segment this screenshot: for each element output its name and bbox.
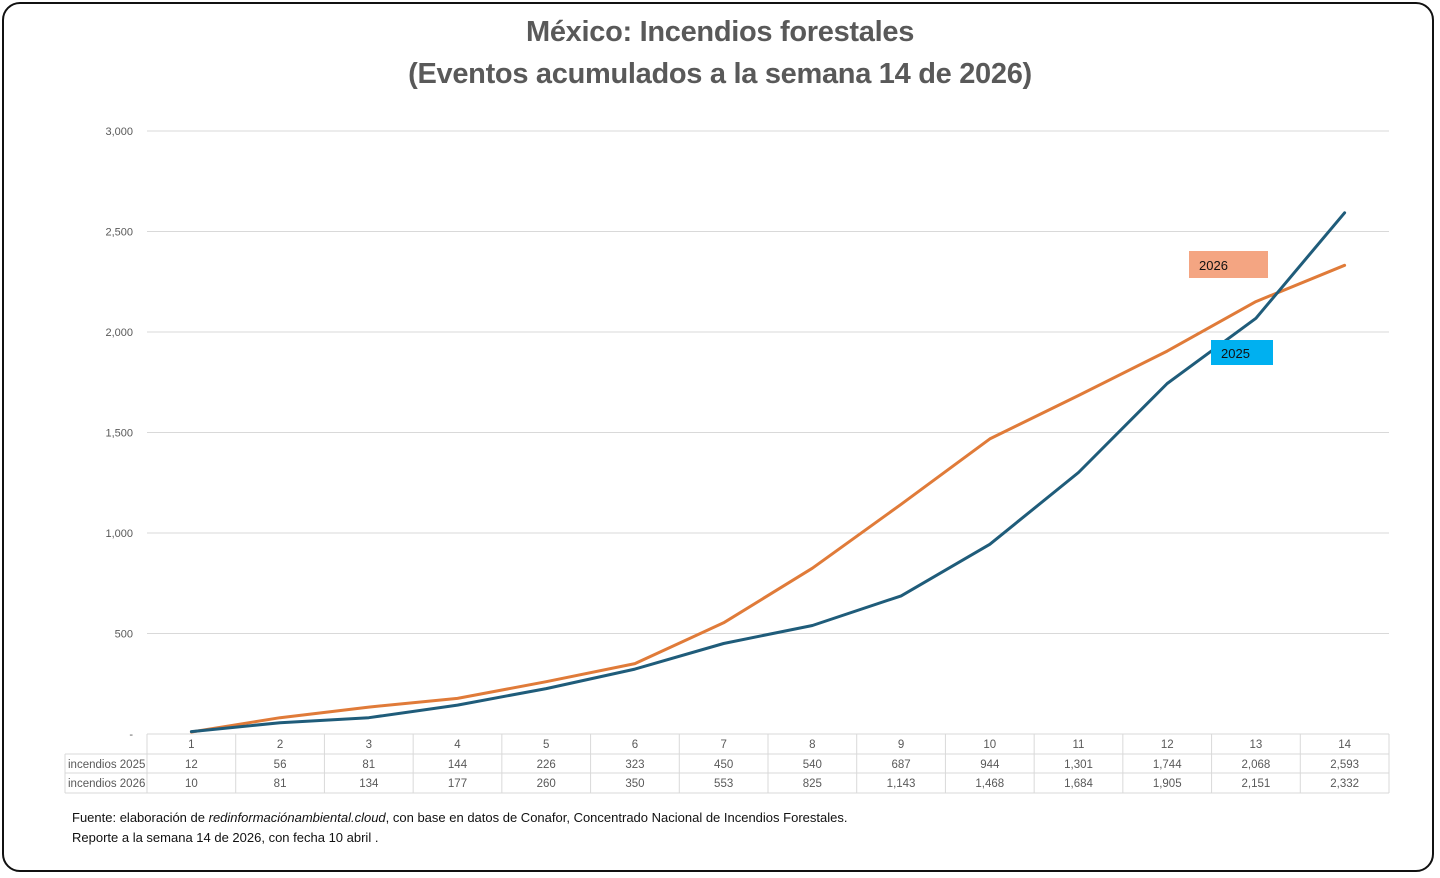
table-cell: 260 [537,778,556,790]
x-category-label: 13 [1250,739,1263,751]
y-tick-label: 500 [115,629,133,641]
y-tick-label: 2,000 [105,327,133,339]
x-category-label: 2 [277,739,283,751]
table-cell: 1,744 [1153,759,1182,771]
table-cell: 56 [274,759,287,771]
x-category-label: 8 [809,739,815,751]
series-label-box-2026 [1189,251,1268,278]
table-row-label: incendios 2026 [68,778,145,790]
source-note: Fuente: elaboración de redinformaciónamb… [72,808,847,848]
y-tick-label: 1,000 [105,528,133,540]
series-line-2025 [189,211,1347,734]
source-prefix: Fuente: elaboración de [72,810,209,825]
table-cell: 687 [891,759,910,771]
x-category-label: 14 [1338,739,1351,751]
table-cell: 10 [185,778,198,790]
series-label-2025: 2025 [1221,346,1250,361]
table-row-label: incendios 2025 [68,759,145,771]
table-cell: 2,151 [1242,778,1271,790]
series-line-2026 [189,263,1347,734]
table-cell: 1,143 [887,778,916,790]
table-cell: 944 [980,759,1000,771]
y-tick-label: 1,500 [105,428,133,440]
y-tick-label: - [129,729,133,741]
x-category-label: 9 [898,739,904,751]
y-tick-label: 2,500 [105,227,133,239]
table-cell: 177 [448,778,467,790]
table-cell: 81 [362,759,375,771]
table-cell: 1,684 [1064,778,1093,790]
y-tick-label: 3,000 [105,126,133,138]
table-cell: 540 [803,759,822,771]
source-line-1: Fuente: elaboración de redinformaciónamb… [72,808,847,828]
table-cell: 144 [448,759,468,771]
source-line-2: Reporte a la semana 14 de 2026, con fech… [72,830,379,845]
table-cell: 825 [803,778,822,790]
x-category-label: 1 [188,739,194,751]
table-cell: 2,593 [1330,759,1359,771]
table-cell: 1,301 [1064,759,1093,771]
source-site: redinformaciónambiental.cloud [208,810,386,825]
x-category-label: 12 [1161,739,1174,751]
x-category-label: 10 [983,739,996,751]
x-category-label: 7 [720,739,726,751]
table-cell: 134 [359,778,379,790]
table-cell: 350 [625,778,644,790]
table-cell: 553 [714,778,733,790]
table-cell: 2,332 [1330,778,1359,790]
x-category-label: 11 [1073,739,1085,751]
chart-title: México: Incendios forestales [525,16,915,48]
table-cell: 2,068 [1242,759,1271,771]
x-category-label: 3 [366,739,372,751]
table-cell: 12 [185,759,198,771]
x-category-label: 5 [543,739,549,751]
x-category-label: 6 [632,739,638,751]
series-label-2026: 2026 [1199,258,1228,273]
table-cell: 323 [625,759,644,771]
table-cell: 1,905 [1153,778,1182,790]
chart-subtitle: (Eventos acumulados a la semana 14 de 20… [408,58,1032,90]
table-cell: 450 [714,759,733,771]
source-suffix: , con base en datos de Conafor, Concentr… [385,810,848,825]
series-label-box-2025 [1211,340,1273,365]
x-category-label: 4 [454,739,461,751]
table-cell: 226 [537,759,556,771]
table-cell: 1,468 [975,778,1004,790]
table-cell: 81 [274,778,287,790]
